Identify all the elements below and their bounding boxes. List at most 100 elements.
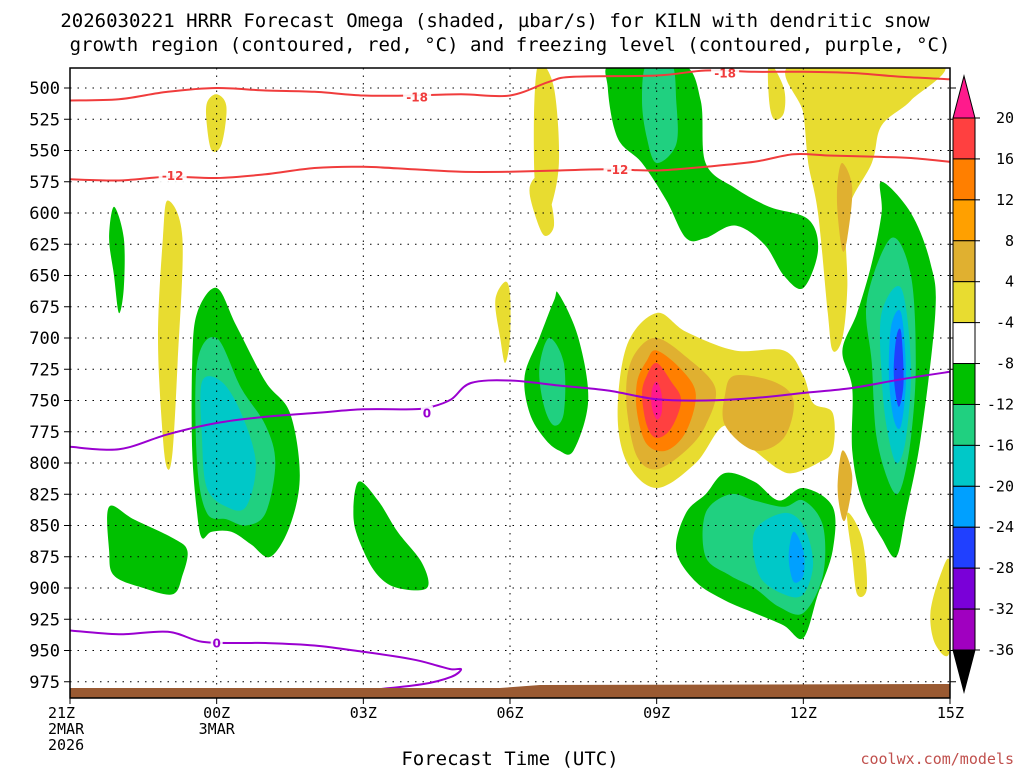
plot-area: -18 -12 -18 -12 0 0 (70, 67, 950, 698)
freezing-contour-label-bg-1-0 (210, 636, 223, 650)
x-tick-label-0-0: 21Z (48, 704, 75, 722)
terrain-strip (70, 684, 950, 698)
x-tick-label-0-2: 2026 (48, 736, 84, 754)
colorbar-band-2 (952, 199, 976, 242)
y-tick-label-775: 775 (29, 423, 60, 443)
colorbar-band-8 (952, 444, 976, 487)
colorbar-band-7 (952, 403, 976, 446)
colorbar-label-8: -16 (987, 436, 1014, 454)
y-tick-label-600: 600 (29, 204, 60, 224)
y-tick-label-575: 575 (29, 173, 60, 193)
y-tick-label-725: 725 (29, 360, 60, 380)
colorbar: 20 16 12 8 4 -4 -8 -12 -16 -20 -24 -28 -32 -36 (952, 74, 1014, 694)
dgz-contour-label-bg-1-0 (158, 168, 187, 183)
omega-region-3 (533, 68, 560, 228)
colorbar-label-3: 8 (1005, 232, 1014, 250)
y-tick-label-625: 625 (29, 235, 60, 255)
y-tick-label-925: 925 (29, 610, 60, 630)
omega-region-27 (642, 68, 678, 164)
x-tick-label-15-0: 12Z (790, 704, 817, 722)
dgz-contour-0 (70, 69, 950, 102)
colorbar-bottom-triangle (952, 649, 976, 694)
y-tick-label-525: 525 (29, 110, 60, 130)
omega-region-20 (353, 481, 429, 591)
y-tick-label-650: 650 (29, 267, 60, 287)
freezing-contour-label-0-0: 0 (423, 407, 431, 421)
colorbar-label-7: -12 (987, 395, 1014, 413)
colorbar-band-1 (952, 158, 976, 201)
colorbar-label-12: -32 (987, 600, 1014, 618)
freezing-contour-1 (70, 629, 463, 698)
y-tick-label-800: 800 (29, 454, 60, 474)
dgz-contour-label-1-0: -12 (162, 169, 184, 183)
chart-title-line-2: growth region (contoured, red, °C) and f… (70, 34, 951, 56)
omega-region-16 (651, 381, 663, 420)
x-tick-label-3-0: 00Z (203, 704, 230, 722)
dgz-contour-label-bg-0-0 (403, 89, 432, 104)
colorbar-band-4 (952, 281, 976, 324)
colorbar-band-3 (952, 240, 976, 283)
omega-region-4 (495, 281, 511, 363)
x-tick-label-6-0: 03Z (350, 704, 377, 722)
colorbar-band-10 (952, 526, 976, 569)
omega-region-26 (539, 337, 566, 426)
dgz-contour-label-bg-1-1 (711, 68, 740, 80)
omega-region-35 (893, 328, 904, 407)
colorbar-label-0: 20 (996, 109, 1014, 127)
omega-region-7 (785, 68, 946, 352)
colorbar-label-6: -8 (996, 355, 1014, 373)
x-axis-label: Forecast Time (UTC) (401, 748, 618, 768)
omega-region-30 (200, 376, 256, 511)
colorbar-label-13: -36 (987, 641, 1014, 659)
omega-region-33 (788, 531, 805, 583)
y-tick-label-825: 825 (29, 485, 60, 505)
axes: 500 525 550 575 600 625 650 675 700 725 750 775 800 8… (29, 79, 964, 754)
colorbar-top-triangle (952, 74, 976, 119)
dgz-contour-1 (70, 152, 950, 182)
freezing-contour-label-bg-0-0 (420, 406, 433, 420)
colorbar-label-9: -20 (987, 477, 1014, 495)
omega-region-0 (205, 94, 227, 152)
colorbar-band-11 (952, 567, 976, 610)
colorbar-label-11: -28 (987, 559, 1014, 577)
x-tick-label-12-0: 09Z (643, 704, 670, 722)
omega-region-10 (836, 162, 853, 252)
colorbar-label-10: -24 (987, 518, 1014, 536)
dgz-contour-label-1-2: -12 (607, 163, 629, 177)
omega-region-11 (837, 450, 853, 522)
omega-region-8 (846, 512, 868, 598)
colorbar-band-5 (952, 322, 976, 365)
colorbar-label-1: 16 (996, 150, 1014, 168)
omega-region-17 (109, 206, 125, 314)
surface-terrain (70, 684, 950, 698)
x-tick-label-0-1: 2MAR (48, 720, 85, 738)
y-tick-label-750: 750 (29, 392, 60, 412)
omega-region-9 (930, 558, 950, 657)
y-tick-label-500: 500 (29, 79, 60, 99)
y-tick-label-850: 850 (29, 517, 60, 537)
dgz-contour-label-0-0: -18 (406, 90, 428, 104)
colorbar-band-6 (952, 363, 976, 405)
y-tick-label-900: 900 (29, 579, 60, 599)
colorbar-band-0 (952, 117, 976, 160)
dgz-contour-label-1-1: -18 (714, 67, 736, 81)
omega-region-19 (107, 505, 188, 595)
y-tick-label-975: 975 (29, 673, 60, 693)
colorbar-label-4: 4 (1005, 273, 1014, 291)
freezing-contour-0 (70, 370, 950, 451)
y-tick-label-700: 700 (29, 329, 60, 349)
omega-region-22 (605, 68, 819, 289)
freezing-contour-label-1-0: 0 (212, 637, 220, 651)
credit-text: coolwx.com/models (860, 750, 1014, 768)
y-tick-label-950: 950 (29, 642, 60, 662)
colorbar-band-12 (952, 608, 976, 651)
colorbar-band-9 (952, 485, 976, 528)
colorbar-label-5: -4 (996, 314, 1014, 332)
y-tick-label-550: 550 (29, 142, 60, 162)
dgz-contour-label-bg-1-2 (603, 162, 632, 177)
x-tick-label-3-1: 3MAR (199, 720, 236, 738)
x-tick-label-9-0: 06Z (496, 704, 523, 722)
y-tick-label-675: 675 (29, 298, 60, 318)
chart-title-line-1: 2026030221 HRRR Forecast Omega (shaded, … (60, 10, 930, 32)
